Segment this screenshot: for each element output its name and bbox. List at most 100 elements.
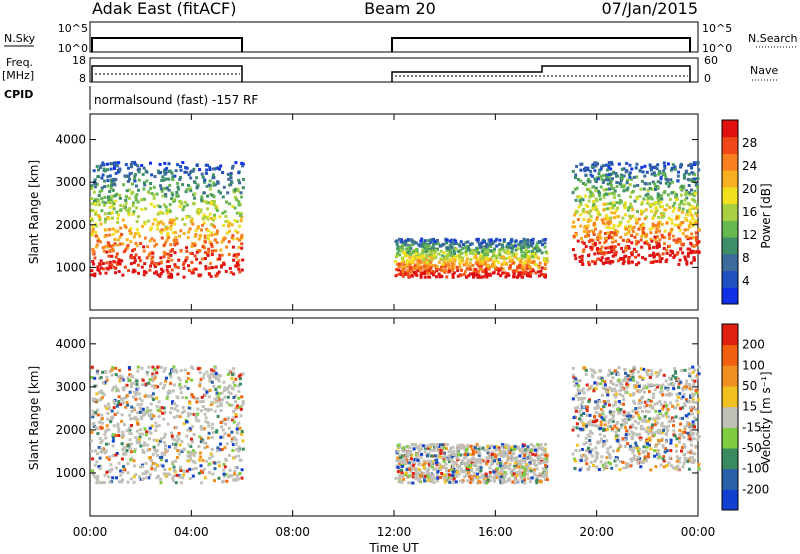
velocity-cell	[155, 439, 159, 443]
power-cell	[440, 266, 444, 270]
nave-tick-top: 60	[704, 54, 718, 67]
velocity-cell	[227, 433, 231, 437]
velocity-cell	[439, 468, 443, 472]
power-cell	[149, 187, 153, 190]
power-cell	[109, 266, 112, 270]
power-cell	[685, 262, 689, 266]
power-cell	[430, 246, 434, 250]
velocity-cell	[238, 458, 242, 462]
power-cell	[593, 169, 597, 173]
velocity-cell	[477, 453, 481, 457]
velocity-cell	[204, 441, 208, 445]
power-cell	[625, 161, 629, 165]
velocity-cell	[110, 468, 114, 472]
velocity-cell	[404, 471, 408, 475]
velocity-cell	[144, 470, 148, 474]
velocity-cell	[526, 472, 530, 476]
power-cell	[662, 191, 666, 195]
velocity-cell	[691, 412, 695, 416]
power-cell	[627, 227, 630, 231]
power-cell	[200, 195, 204, 199]
velocity-cell	[517, 465, 520, 469]
velocity-cell	[114, 385, 118, 389]
velocity-cell	[418, 475, 422, 479]
velocity-cell	[137, 440, 141, 444]
power-cell	[134, 241, 138, 245]
velocity-cell	[461, 459, 464, 463]
power-cell	[598, 213, 602, 217]
velocity-cell	[594, 407, 598, 411]
power-cell	[462, 272, 466, 276]
power-cell	[534, 271, 538, 275]
power-cell	[159, 220, 163, 224]
velocity-cell	[511, 480, 515, 484]
power-cell	[475, 273, 479, 277]
power-cell	[598, 194, 601, 197]
velocity-cell	[420, 447, 424, 451]
power-cell	[629, 202, 633, 206]
velocity-cell	[443, 480, 447, 484]
velocity-cell	[222, 389, 226, 392]
power-cell	[507, 242, 511, 246]
power-cell	[212, 176, 216, 179]
power-cell	[606, 236, 610, 240]
velocity-cell	[174, 481, 178, 485]
power-cell	[161, 194, 165, 198]
nsky-tick-top: 10^5	[58, 22, 88, 35]
velocity-cell	[530, 476, 534, 480]
velocity-cell	[529, 443, 533, 447]
velocity-cell	[513, 448, 516, 451]
velocity-cell	[643, 384, 647, 388]
velocity-cell	[508, 477, 512, 481]
velocity-cell	[177, 376, 181, 380]
power-cell	[185, 188, 189, 192]
power-cell	[574, 257, 578, 261]
power-cell	[624, 232, 628, 236]
power-cell	[130, 192, 134, 196]
power-cell	[103, 201, 107, 205]
velocity-cell	[496, 462, 499, 466]
velocity-cell	[186, 414, 190, 418]
velocity-cell	[111, 388, 114, 392]
power-cell	[127, 269, 130, 273]
velocity-cell	[241, 447, 245, 451]
velocity-cell	[203, 446, 207, 450]
power-cell	[192, 167, 196, 171]
power-cell	[428, 253, 432, 257]
velocity-cell	[639, 389, 643, 393]
power-cell	[662, 169, 666, 173]
velocity-cell	[486, 451, 490, 455]
power-cell	[191, 269, 195, 273]
power-cell	[207, 233, 211, 237]
velocity-cell	[166, 449, 169, 453]
velocity-cell	[675, 378, 679, 382]
power-cell	[235, 198, 239, 202]
power-cell	[98, 166, 102, 170]
power-cell	[114, 271, 117, 275]
velocity-cell	[442, 459, 446, 463]
velocity-cell	[609, 462, 613, 466]
power-cell	[449, 254, 453, 257]
velocity-cell	[408, 446, 412, 450]
power-cell	[694, 183, 698, 187]
velocity-cell	[497, 446, 501, 450]
velocity-cell	[485, 462, 489, 466]
power-cell	[572, 220, 576, 224]
power-cell	[523, 252, 527, 256]
power-cell	[502, 249, 506, 253]
power-cell	[468, 261, 472, 265]
power-cell	[585, 224, 589, 228]
velocity-cell	[124, 452, 128, 456]
power-cell	[452, 266, 456, 270]
freq-unit: [MHz]	[2, 69, 34, 82]
power-cell	[159, 187, 163, 191]
velocity-cell	[96, 432, 100, 436]
velocity-cell	[227, 391, 231, 394]
power-cell	[419, 256, 423, 260]
velocity-cell	[164, 472, 168, 476]
power-cell	[517, 258, 521, 262]
power-cell	[651, 222, 655, 226]
power-cell	[423, 242, 426, 246]
power-cell	[112, 249, 115, 253]
velocity-cell	[588, 398, 591, 402]
